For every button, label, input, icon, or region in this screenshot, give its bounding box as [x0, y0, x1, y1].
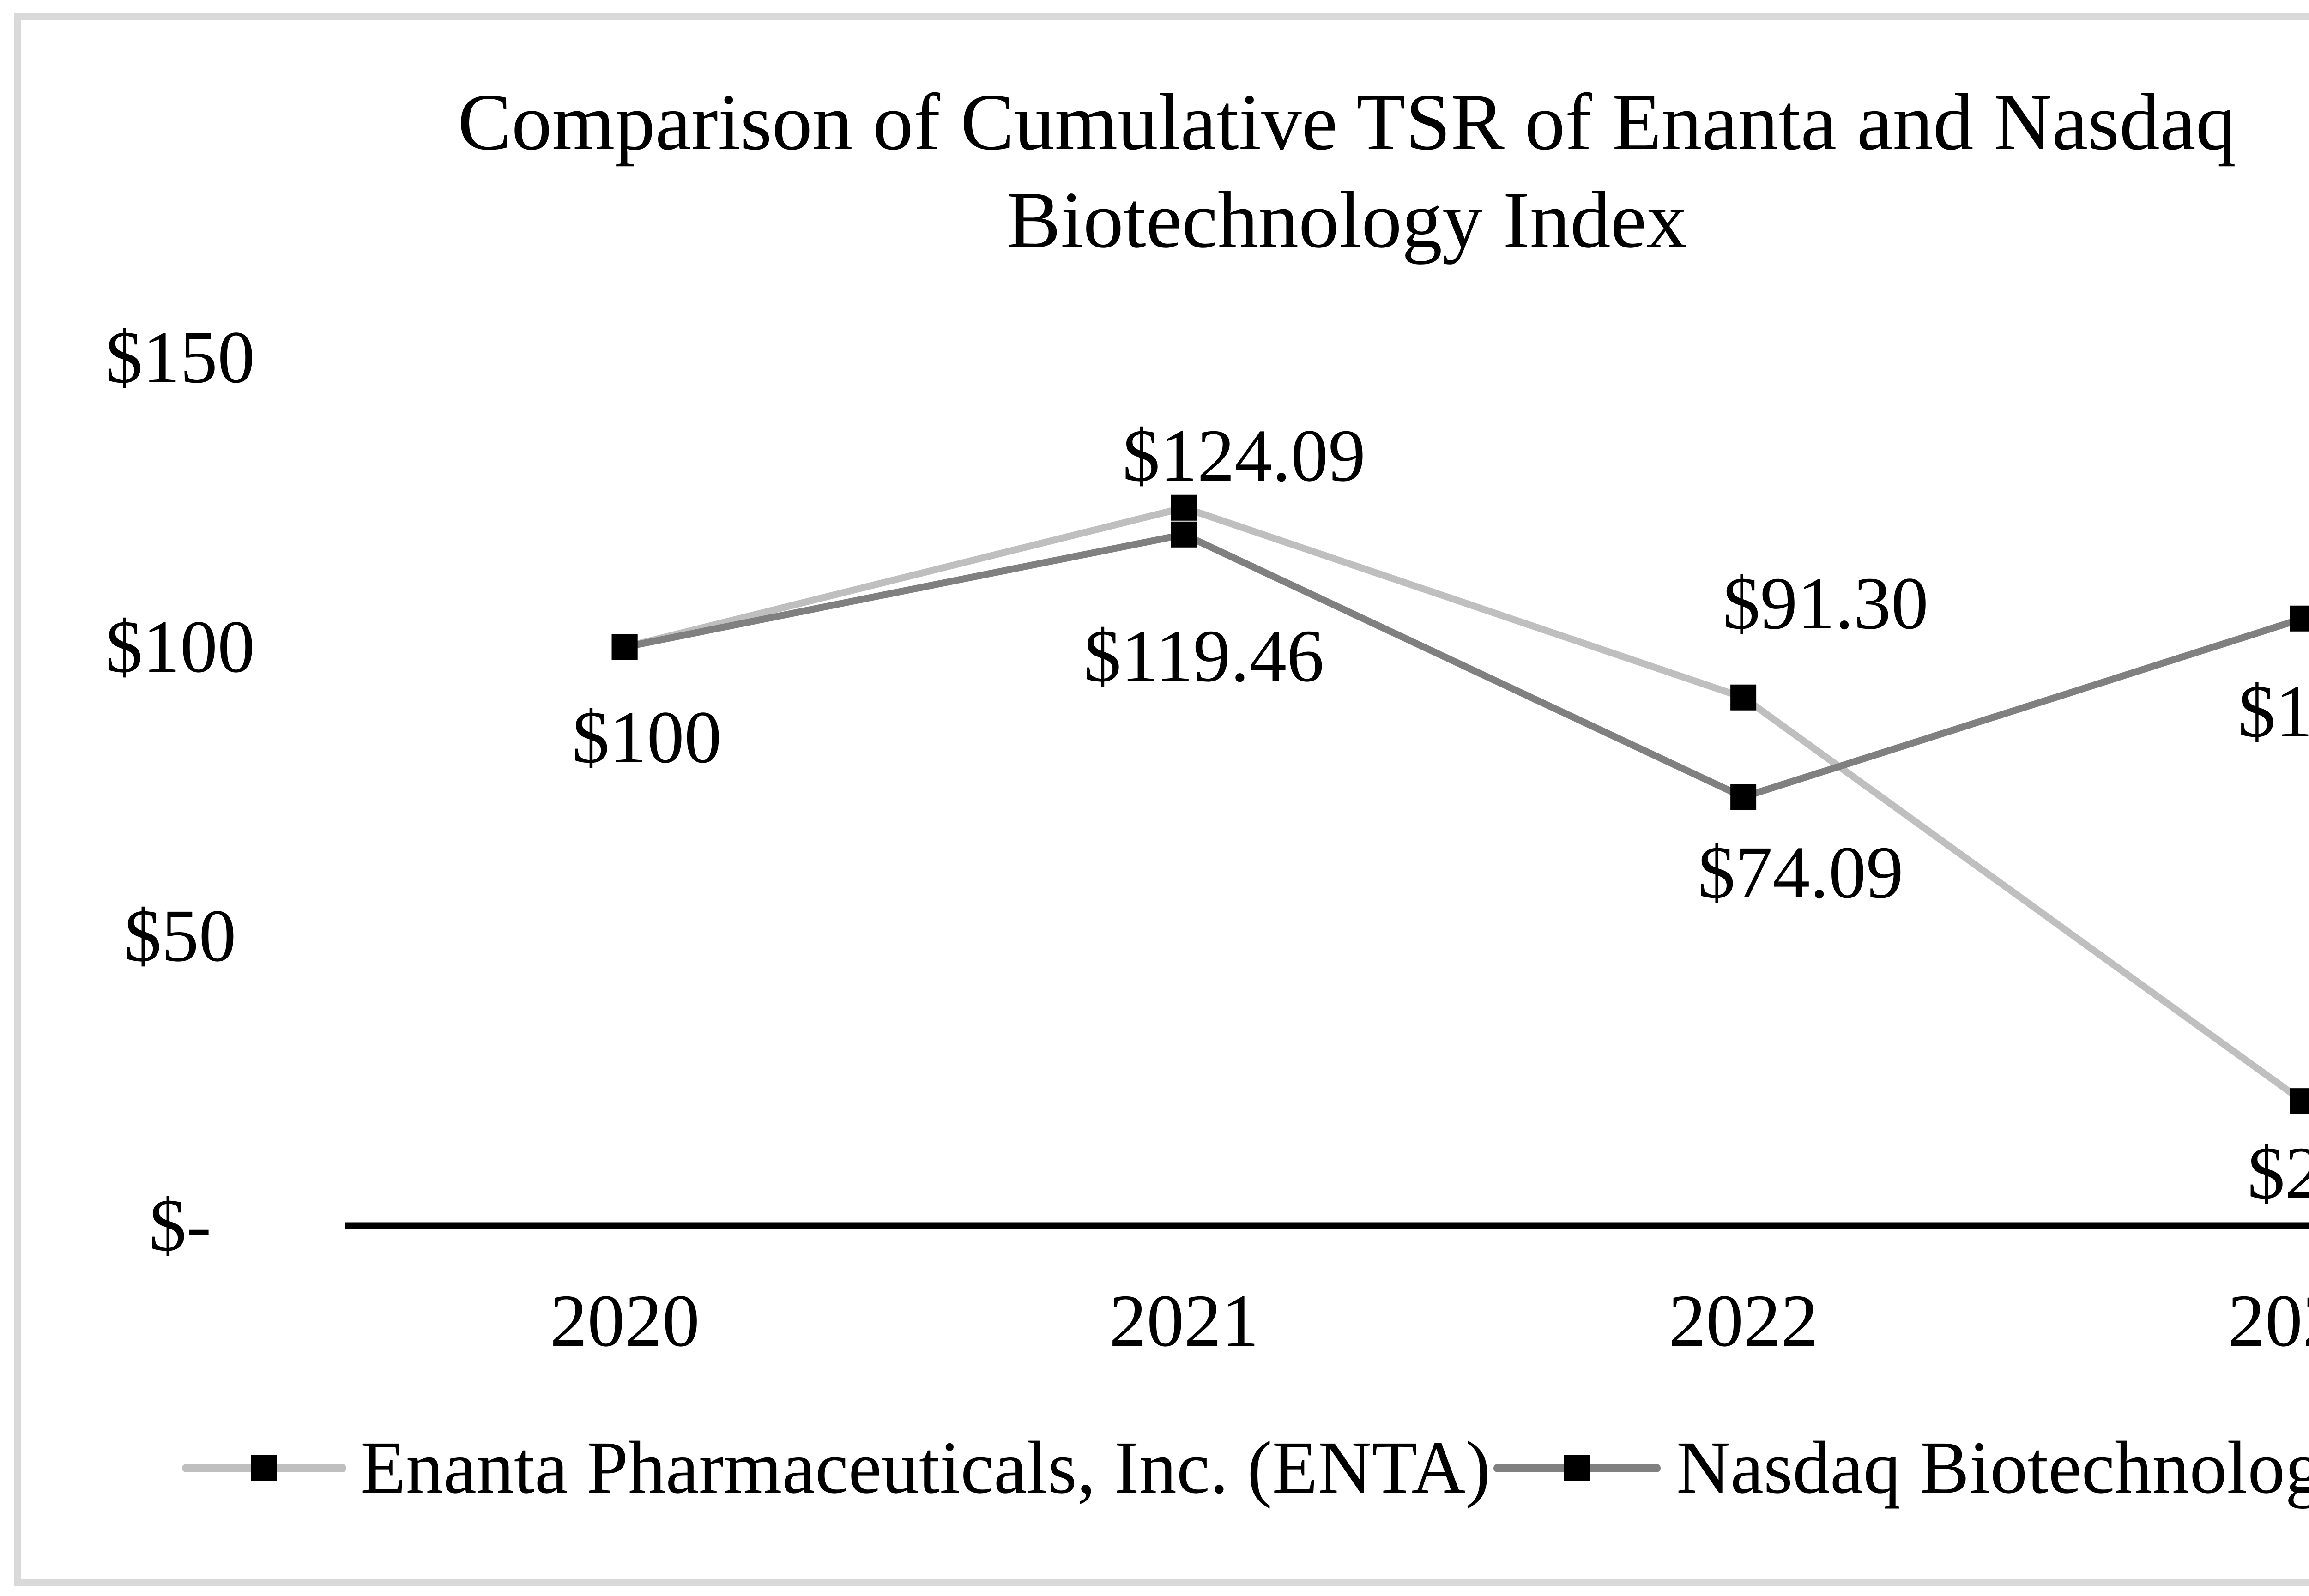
y-tick-0: $-: [149, 1184, 212, 1267]
y-tick-100: $100: [105, 606, 255, 688]
data-label-1-2021: $119.46: [1083, 614, 1324, 698]
marker-1-2021: [1171, 521, 1197, 548]
marker-0-2023: [2290, 1088, 2309, 1114]
legend-line-enta-swatch: [182, 1455, 346, 1481]
legend-label-enta: Enanta Pharmaceuticals, Inc. (ENTA): [360, 1427, 1491, 1509]
marker-1-2020: [611, 634, 638, 660]
data-label-0-2022: $91.30: [1723, 562, 1928, 645]
marker-0-2022: [1730, 684, 1757, 711]
x-tick-2023: 2023: [2228, 1280, 2309, 1362]
legend-line-nbi-swatch: [1493, 1455, 1661, 1481]
x-tick-2020: 2020: [550, 1280, 700, 1362]
data-label-1-2023: $104.94: [2238, 670, 2309, 753]
marker-1-2022: [1730, 784, 1757, 810]
marker-1-2023: [2290, 605, 2309, 632]
x-tick-2022: 2022: [1668, 1280, 1818, 1362]
marker-0-2021: [1171, 494, 1197, 521]
data-label-0-2023: $21.53: [2247, 1132, 2309, 1215]
legend-marker-nbi-icon: [1564, 1455, 1590, 1481]
y-tick-50: $50: [124, 895, 236, 977]
data-label-1-2022: $74.09: [1698, 831, 1904, 915]
chart-title-line-2: Biotechnology Index: [1007, 175, 1687, 265]
data-label-0-2020: $100: [572, 696, 722, 779]
x-tick-2021: 2021: [1109, 1280, 1259, 1362]
y-tick-150: $150: [105, 316, 255, 399]
legend-marker-enta-icon: [251, 1455, 277, 1481]
chart-title: Comparison of Cumulative TSR of Enanta a…: [0, 73, 2309, 269]
legend-label-nbi: Nasdaq Biotechnology (NBI): [1676, 1427, 2309, 1509]
chart-title-line-1: Comparison of Cumulative TSR of Enanta a…: [457, 77, 2236, 167]
series-line-1: [624, 531, 2304, 801]
data-label-0-2021: $124.09: [1122, 414, 1366, 497]
series-line-0: [623, 504, 2305, 1104]
